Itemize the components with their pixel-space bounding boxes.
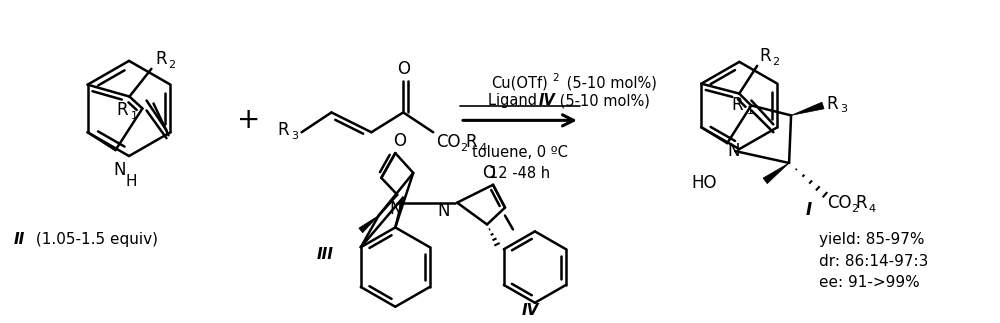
Text: R: R — [855, 194, 867, 212]
Text: dr: 86:14-97:3: dr: 86:14-97:3 — [819, 254, 928, 269]
Text: R: R — [826, 95, 838, 112]
Text: yield: 85-97%: yield: 85-97% — [819, 232, 925, 247]
Text: N: N — [389, 200, 402, 218]
Text: 3: 3 — [292, 131, 299, 141]
Text: 2: 2 — [460, 143, 467, 153]
Text: 4: 4 — [869, 203, 876, 214]
Text: CO: CO — [436, 133, 461, 151]
Text: R: R — [278, 121, 289, 139]
Text: R: R — [117, 101, 128, 120]
Text: 1: 1 — [131, 111, 138, 121]
Text: O: O — [483, 164, 496, 182]
Text: O: O — [393, 132, 406, 150]
Polygon shape — [791, 102, 824, 115]
Text: 4: 4 — [479, 143, 486, 153]
Text: 2: 2 — [553, 73, 559, 83]
Text: CO: CO — [827, 194, 851, 212]
Text: N: N — [113, 161, 126, 179]
Text: IV: IV — [521, 303, 539, 318]
Text: Ligand: Ligand — [488, 93, 542, 108]
Text: +: + — [237, 106, 260, 134]
Polygon shape — [763, 163, 789, 183]
Text: I: I — [806, 201, 812, 219]
Text: (5-10 mol%): (5-10 mol%) — [562, 75, 657, 90]
Text: R: R — [155, 50, 167, 68]
Text: 3: 3 — [840, 104, 847, 114]
Text: HO: HO — [692, 174, 717, 192]
Text: R: R — [759, 47, 771, 65]
Text: R: R — [465, 133, 477, 151]
Text: 2: 2 — [851, 203, 858, 214]
Text: ee: 91->99%: ee: 91->99% — [819, 276, 920, 290]
Polygon shape — [359, 215, 379, 233]
Text: IV: IV — [539, 93, 556, 108]
Text: III: III — [317, 247, 334, 262]
Text: O: O — [397, 60, 410, 78]
Text: II: II — [13, 232, 25, 247]
Text: toluene, 0 ºC: toluene, 0 ºC — [472, 145, 568, 160]
Text: 1: 1 — [746, 107, 753, 116]
Text: Cu(OTf): Cu(OTf) — [492, 75, 548, 90]
Text: (5-10 mol%): (5-10 mol%) — [555, 93, 650, 108]
Text: 2: 2 — [168, 60, 175, 70]
Text: H: H — [126, 174, 137, 189]
Text: 2: 2 — [772, 57, 779, 67]
Text: (1.05-1.5 equiv): (1.05-1.5 equiv) — [31, 232, 158, 247]
Text: 12 -48 h: 12 -48 h — [489, 166, 551, 182]
Text: N: N — [437, 202, 449, 220]
Text: N: N — [727, 142, 739, 160]
Text: R: R — [731, 97, 743, 114]
